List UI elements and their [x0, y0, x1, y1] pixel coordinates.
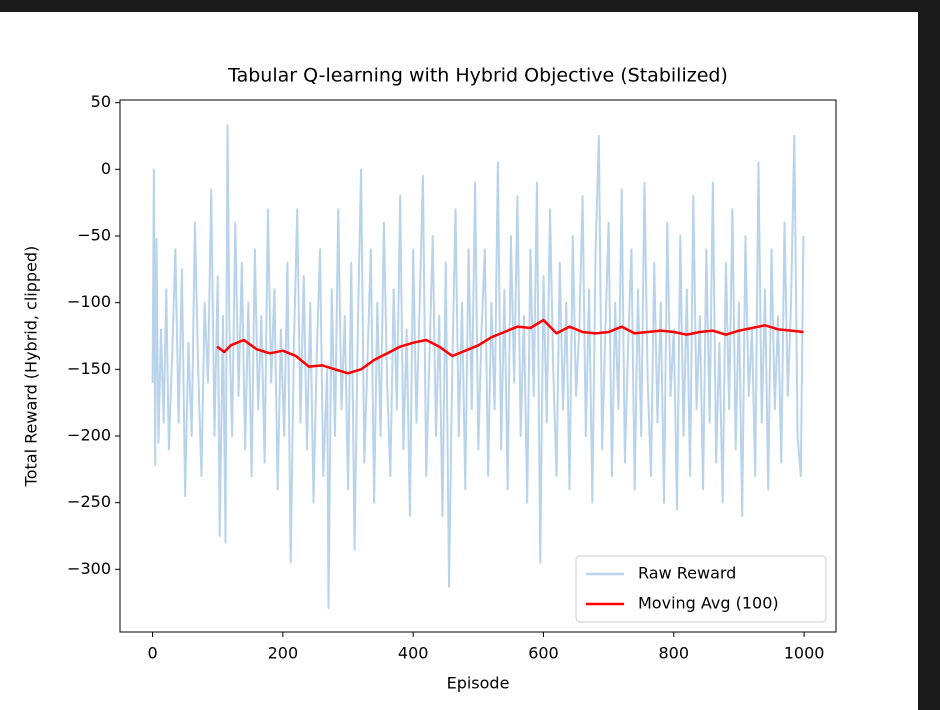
- y-tick-label: −200: [67, 426, 111, 445]
- plot-frame: [119, 99, 837, 633]
- frame-right: [918, 0, 940, 710]
- x-tick-label: 600: [528, 644, 559, 663]
- series-line: [216, 318, 804, 375]
- x-tick-label: 200: [268, 644, 299, 663]
- x-tick-label: 0: [147, 644, 157, 663]
- x-tick-label: 1000: [784, 644, 825, 663]
- y-tick-label: −150: [67, 359, 111, 378]
- legend-label: Raw Reward: [638, 564, 736, 583]
- y-tick-label: −300: [67, 559, 111, 578]
- y-tick-label: −100: [67, 292, 111, 311]
- y-axis-label: Total Reward (Hybrid, clipped): [22, 246, 41, 488]
- series-line: [151, 124, 805, 609]
- y-tick-label: 50: [91, 92, 111, 111]
- x-axis-label: Episode: [447, 674, 510, 693]
- y-tick-label: −50: [77, 226, 111, 245]
- y-tick-label: 0: [101, 159, 111, 178]
- frame-top: [0, 0, 930, 12]
- chart-title: Tabular Q-learning with Hybrid Objective…: [227, 65, 728, 87]
- y-tick-label: −250: [67, 492, 111, 511]
- legend-label: Moving Avg (100): [638, 594, 779, 613]
- x-tick-label: 400: [398, 644, 429, 663]
- x-tick-label: 800: [659, 644, 690, 663]
- legend: Raw Reward Moving Avg (100): [575, 555, 827, 623]
- legend-box: [575, 555, 827, 623]
